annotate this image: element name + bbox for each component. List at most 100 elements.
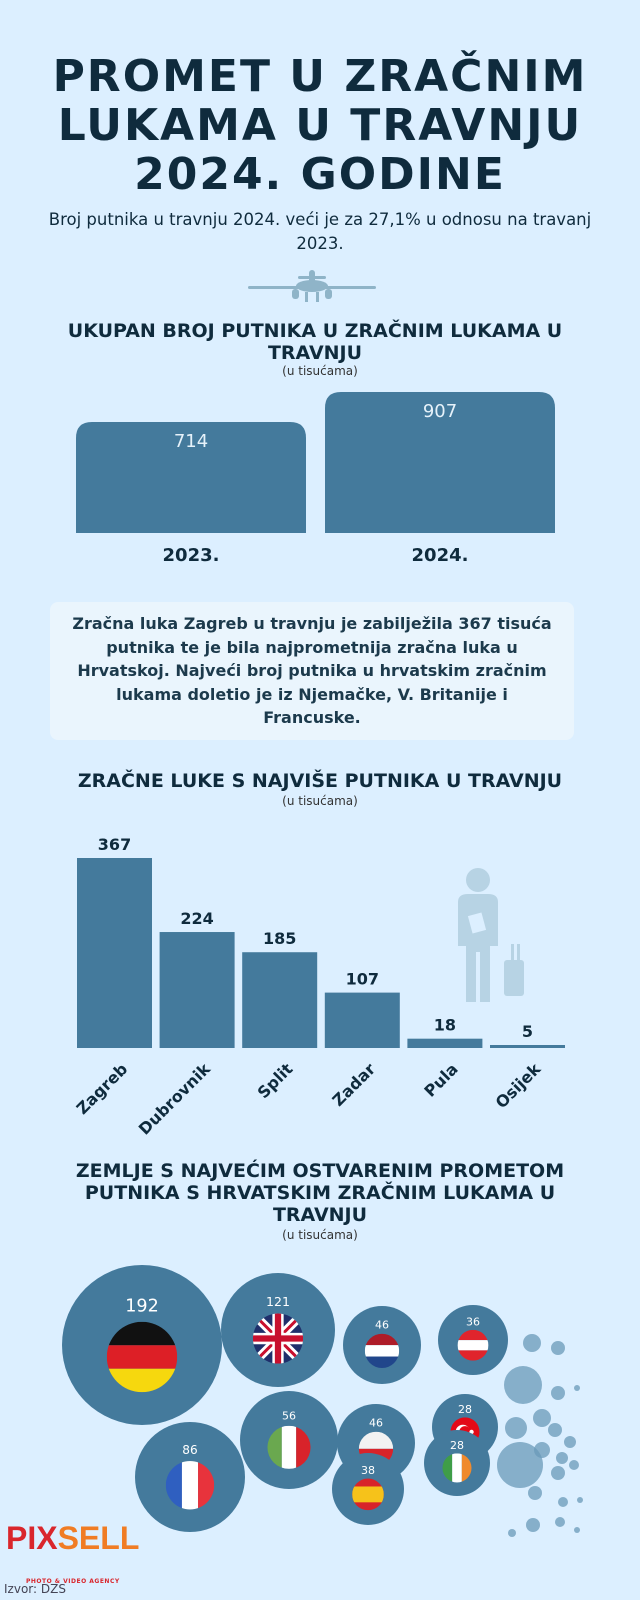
- decorative-dot: [574, 1527, 580, 1533]
- decorative-dot: [523, 1334, 541, 1352]
- bubble-value-label: 28: [458, 1403, 472, 1416]
- chart1: 714 2023. 907 2024.: [76, 392, 555, 566]
- bubble-es: 38: [332, 1453, 404, 1525]
- stripe: [442, 1453, 453, 1483]
- bar-value-label: 5: [522, 1022, 533, 1041]
- bubble-de: 192: [62, 1265, 222, 1425]
- es-flag-icon: [352, 1478, 384, 1511]
- stripe: [457, 1340, 489, 1351]
- category-label: Zadar: [329, 1059, 380, 1110]
- category-label: Zagreb: [73, 1059, 132, 1118]
- chart2: 367 Zagreb 224 Dubrovnik 185 Split 107 Zadar 18 P…: [73, 835, 565, 1139]
- decorative-dot: [505, 1417, 527, 1439]
- chart3: 192 121 46 36 46 28 56 86 38 28: [62, 1265, 583, 1537]
- stripe: [181, 1461, 199, 1510]
- pixsell-logo: PIXSELL: [6, 1520, 140, 1556]
- bubble-ie: 28: [424, 1430, 490, 1496]
- decorative-dot: [551, 1386, 565, 1400]
- chart1-unit: (u tisućama): [282, 364, 358, 378]
- decorative-dot: [551, 1466, 565, 1480]
- stripe: [106, 1368, 178, 1393]
- decorative-dot: [556, 1452, 568, 1464]
- bar-Split: [242, 952, 318, 1048]
- bubble-nl: 46: [343, 1306, 421, 1384]
- category-label: Dubrovnik: [135, 1059, 214, 1138]
- decorative-dot: [528, 1486, 542, 1500]
- at-flag-icon: [457, 1329, 489, 1361]
- chart1-title: UKUPAN BROJ PUTNIKA U ZRAČNIM LUKAMA U T…: [67, 320, 563, 364]
- bubble-value-label: 56: [282, 1409, 296, 1422]
- bar-Dubrovnik: [159, 932, 235, 1048]
- bubble-it: 56: [240, 1391, 338, 1489]
- bar-value-label: 18: [434, 1016, 456, 1035]
- traveler-with-suitcase-icon: [458, 868, 524, 1002]
- stripe: [457, 1329, 489, 1341]
- bubble-fr: 86: [135, 1422, 245, 1532]
- bar-Zadar: [324, 992, 400, 1048]
- bar-Pula: [407, 1038, 483, 1048]
- decorative-dot: [577, 1497, 583, 1503]
- bubble-value-label: 121: [266, 1294, 290, 1309]
- bubble-value-label: 28: [450, 1439, 464, 1452]
- bubble-value-label: 46: [375, 1319, 389, 1332]
- stripe: [364, 1345, 400, 1357]
- stripe: [267, 1425, 282, 1469]
- page-subtitle: Broj putnika u travnju 2024. veći je za …: [48, 210, 592, 253]
- category-label: 2024.: [412, 545, 469, 566]
- cross: [252, 1313, 304, 1364]
- bar-Zagreb: [77, 858, 152, 1048]
- decorative-dot: [551, 1341, 565, 1355]
- category-label: Osijek: [492, 1059, 545, 1112]
- chart2-unit: (u tisućama): [282, 794, 358, 808]
- stripe: [106, 1321, 178, 1346]
- bubble-value-label: 192: [125, 1296, 159, 1316]
- decorative-dot: [558, 1497, 568, 1507]
- bubble-value-label: 38: [361, 1464, 375, 1477]
- stripe: [352, 1486, 384, 1503]
- bar-value-label: 107: [346, 970, 379, 989]
- decorative-dot: [564, 1436, 576, 1448]
- stripe: [452, 1453, 462, 1483]
- decorative-dot: [508, 1529, 516, 1537]
- decorative-dot: [569, 1460, 579, 1470]
- bubble-gb: 121: [221, 1273, 335, 1387]
- chart3-unit: (u tisućama): [282, 1228, 358, 1242]
- chart3-title: ZEMLJE S NAJVEĆIM OSTVARENIM PROMETOM PU…: [75, 1160, 565, 1226]
- fr-flag-icon: [165, 1461, 215, 1510]
- stripe: [198, 1461, 215, 1510]
- bar-value-label: 224: [180, 909, 213, 928]
- bar-Osijek: [490, 1045, 565, 1048]
- stripe: [281, 1425, 297, 1469]
- page-title: PROMET U ZRAČNIM LUKAMA U TRAVNJU 2024. …: [52, 51, 588, 200]
- bar-value-label: 185: [263, 929, 296, 948]
- info-note: Zračna luka Zagreb u travnju je zabiljež…: [50, 602, 574, 740]
- category-label: Pula: [420, 1059, 461, 1100]
- decorative-dot: [504, 1366, 542, 1404]
- bar-value-label: 907: [423, 401, 457, 422]
- bar-value-label: 714: [174, 431, 208, 452]
- chart2-title: ZRAČNE LUKE S NAJVIŠE PUTNIKA U TRAVNJU: [77, 770, 563, 792]
- decorative-dot: [555, 1517, 565, 1527]
- stripe: [165, 1461, 182, 1510]
- decorative-dot: [574, 1385, 580, 1391]
- category-label: 2023.: [163, 545, 220, 566]
- decorative-dot: [533, 1409, 551, 1427]
- bubble-value-label: 36: [466, 1315, 480, 1328]
- gb-flag-icon: [252, 1313, 304, 1364]
- decorative-dot: [534, 1442, 550, 1458]
- ie-flag-icon: [442, 1453, 472, 1483]
- stripe: [106, 1345, 178, 1369]
- airplane-icon: [248, 270, 376, 302]
- stripe: [461, 1453, 472, 1483]
- it-flag-icon: [267, 1425, 311, 1469]
- bubble-value-label: 46: [369, 1417, 383, 1430]
- category-label: Split: [254, 1059, 297, 1102]
- stripe: [364, 1333, 400, 1346]
- de-flag-icon: [106, 1321, 178, 1393]
- decorative-dot: [526, 1518, 540, 1532]
- stripe: [364, 1356, 400, 1369]
- bar-2023.: [76, 422, 306, 533]
- nl-flag-icon: [364, 1333, 400, 1369]
- bar-2024.: [325, 392, 555, 533]
- stripe: [296, 1425, 311, 1469]
